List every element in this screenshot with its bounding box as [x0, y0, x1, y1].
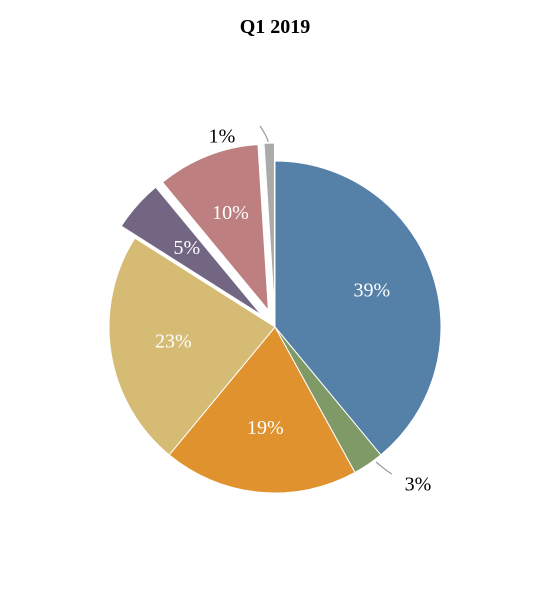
chart-title: Q1 2019: [239, 16, 311, 38]
pie-slice-23pct: [108, 237, 276, 456]
pie-slice-39pct: [274, 160, 442, 456]
leader-line-3pct: [375, 461, 393, 475]
slice-label-1pct: 1%: [209, 126, 236, 148]
slice-label-10pct: 10%: [212, 202, 249, 224]
pie-slice-19pct: [168, 326, 356, 494]
leader-lines: [259, 125, 393, 475]
pie-slice-1pct: [263, 142, 275, 310]
slice-label-23pct: 23%: [155, 331, 192, 353]
slice-label-39pct: 39%: [353, 280, 390, 302]
slice-label-3pct: 3%: [405, 474, 432, 496]
pie-slice-5pct: [120, 186, 262, 316]
pie-slice-10pct: [161, 144, 269, 312]
slice-labels: 39% 3% 19% 23% 5% 10% 1%: [155, 126, 431, 496]
leader-line-1pct: [259, 125, 269, 143]
pie-slices: [108, 142, 442, 494]
slice-label-19pct: 19%: [247, 417, 284, 439]
slice-label-5pct: 5%: [173, 237, 200, 259]
